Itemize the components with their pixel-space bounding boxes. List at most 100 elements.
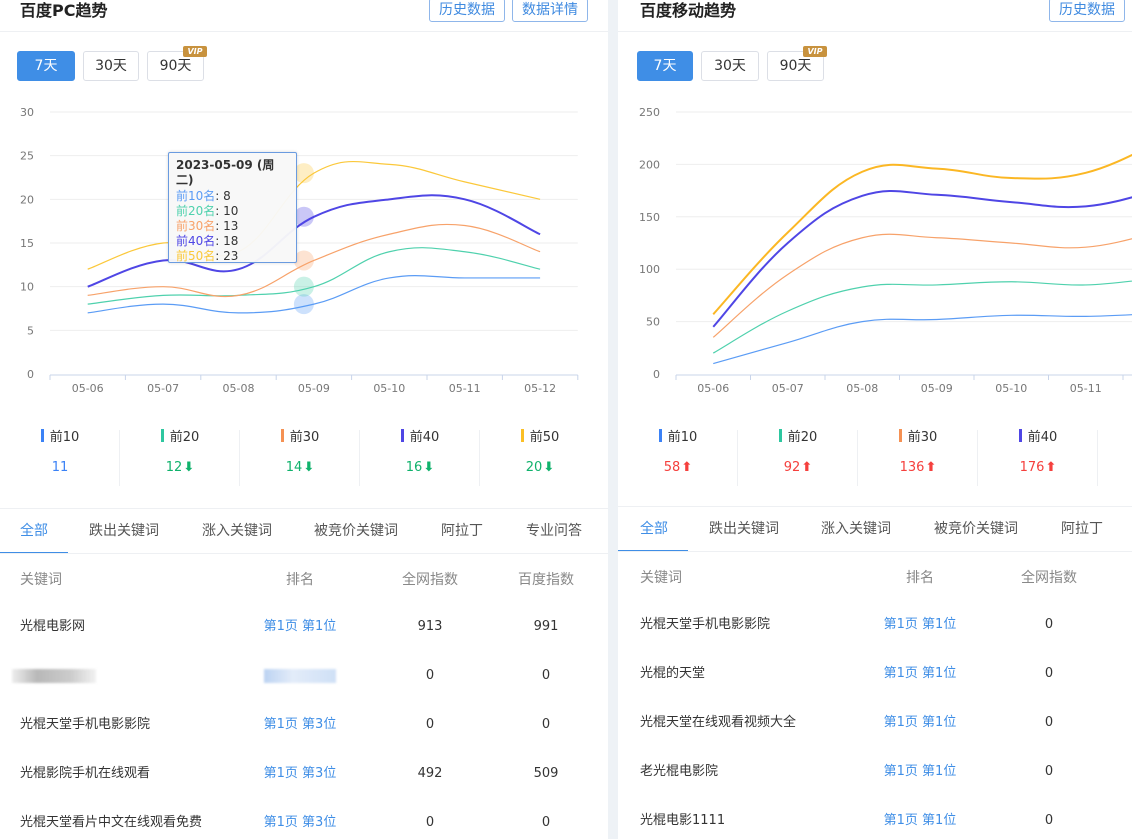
data-detail-button[interactable]: 数据详情 [512, 0, 588, 22]
total-index-cell: 0 [1044, 764, 1054, 779]
history-data-button[interactable]: 历史数据 [1049, 0, 1125, 22]
tooltip-item-label: 前10名 [176, 189, 216, 203]
baidu-index-cell: 0 [541, 815, 551, 830]
legend-color-bar [898, 429, 902, 442]
column-header: 关键词 [640, 570, 682, 586]
tab-0[interactable]: 全部 [640, 521, 668, 537]
range-30d-button[interactable]: 30天 [83, 51, 139, 81]
stat-前50: 前50 20⬇ [480, 428, 600, 484]
total-index-cell: 0 [1044, 715, 1054, 730]
column-header: 百度指数 [518, 572, 574, 588]
table-row[interactable]: 光棍天堂看片中文在线观看免费 第1页 第3位 0 0 [0, 813, 608, 833]
table-row[interactable]: 光棍影院手机在线观看 第1页 第3位 492 509 [0, 764, 608, 784]
keyword-cell: 光棍天堂在线观看视频大全 [640, 715, 797, 730]
total-index-cell: 0 [1044, 813, 1054, 828]
rank-link[interactable]: 第1页 第1位 [883, 764, 957, 779]
stat-value-text: 14 [285, 460, 303, 475]
y-tick-label: 50 [646, 316, 660, 329]
stat-value-text: 58 [663, 460, 681, 475]
x-tick-label: 05-09 [921, 382, 953, 395]
tab-2[interactable]: 涨入关键词 [202, 523, 272, 539]
stat-label: 前40 [360, 428, 480, 448]
divider [119, 430, 120, 486]
panel-title: 百度PC趋势 [20, 1, 108, 20]
tab-3[interactable]: 被竞价关键词 [934, 521, 1018, 537]
rank-link[interactable]: 第1页 第1位 [883, 666, 957, 681]
chart-tooltip: 2023-05-09 (周二) 前10名: 8 前20名: 10 前30名: 13 前… [168, 152, 297, 263]
tab-0[interactable]: 全部 [20, 523, 48, 539]
rank-link[interactable]: 第1页 第1位 [883, 715, 957, 730]
rank-link[interactable]: 第1页 第1位 [883, 617, 957, 632]
keyword-cell: 光棍电影网 [20, 619, 86, 634]
table-row[interactable]: 光棍天堂在线观看视频大全 第1页 第1位 0 [618, 713, 1132, 733]
divider [0, 508, 608, 509]
y-tick-label: 15 [20, 237, 34, 250]
rank-link[interactable]: 第1页 第3位 [263, 717, 337, 732]
range-90d-button[interactable]: 90天 VIP [767, 46, 827, 81]
mobile-trend-chart[interactable]: 0 50 100 150 200 250 05-06 05-07 05-08 05-09 05-10… [618, 90, 1132, 400]
range-30d-button[interactable]: 30天 [701, 51, 759, 81]
stat-value: 92⬆ [738, 458, 858, 478]
tab-3[interactable]: 被竞价关键词 [314, 523, 398, 539]
highlight-point [293, 206, 314, 227]
x-tick-label: 05-08 [223, 382, 255, 395]
x-tick-label: 05-06 [697, 382, 729, 395]
tooltip-item: 前30名: 13 [176, 219, 239, 233]
table-row[interactable]: 光棍天堂手机电影影院 第1页 第1位 0 [618, 615, 1132, 635]
stat-value-text: 20 [525, 460, 543, 475]
rank-link[interactable]: 第1页 第3位 [263, 815, 337, 830]
stat-value-text: 12 [165, 460, 183, 475]
divider [1097, 430, 1098, 486]
stat-value: 58⬆ [618, 458, 738, 478]
keyword-cell: 光棍影院手机在线观看 [20, 766, 151, 781]
divider [618, 31, 1132, 32]
table-row[interactable]: 光棍天堂手机电影影院 第1页 第3位 0 0 [0, 715, 608, 735]
stat-label-text: 前10 [49, 430, 80, 445]
column-header: 排名 [906, 570, 934, 586]
tab-1[interactable]: 跌出关键词 [709, 521, 779, 537]
range-7d-button[interactable]: 7天 [637, 51, 693, 81]
table-row[interactable]: 老光棍电影院 第1页 第1位 0 [618, 762, 1132, 782]
table-row[interactable]: 光棍的天堂 第1页 第1位 0 [618, 664, 1132, 684]
stat-label-text: 前10 [667, 430, 698, 445]
legend-color-bar [40, 429, 44, 442]
trend-down-icon: ⬇ [183, 460, 195, 475]
stat-value-text: 136 [899, 460, 925, 475]
legend-color-bar [160, 429, 164, 442]
x-tick-label: 05-07 [147, 382, 179, 395]
table-row[interactable]: 光棍电影网 第1页 第1位 913 991 [0, 617, 608, 637]
rank-link[interactable]: 第1页 第1位 [883, 813, 957, 828]
rank-link[interactable]: 第1页 第3位 [263, 766, 337, 781]
tab-1[interactable]: 跌出关键词 [89, 523, 159, 539]
legend-color-bar [1018, 429, 1022, 442]
baidu-index-cell: 0 [541, 717, 551, 732]
range-7d-button[interactable]: 7天 [17, 51, 75, 81]
tab-4[interactable]: 阿拉丁 [1061, 521, 1103, 537]
legend-color-bar [658, 429, 662, 442]
blurred-rank [264, 669, 336, 683]
table-row[interactable]: 光棍电影1111 第1页 第1位 0 [618, 811, 1132, 831]
tooltip-item-label: 前40名 [176, 234, 216, 248]
tooltip-item-value: 18 [223, 234, 239, 248]
tooltip-item-value: 8 [223, 189, 231, 203]
stat-前30: 前30 14⬇ [240, 428, 360, 486]
range-label: 90天 [159, 58, 192, 74]
stat-value: 16⬇ [360, 458, 480, 478]
tab-2[interactable]: 涨入关键词 [821, 521, 891, 537]
pc-trend-chart[interactable]: 0 5 10 15 20 25 30 05-06 05-07 05-08 05-09 05-10 05-… [0, 90, 608, 400]
keyword-cell: 老光棍电影院 [640, 764, 719, 779]
series-line-前50 [712, 153, 1132, 315]
tooltip-item: 前20名: 10 [176, 204, 239, 218]
history-data-button[interactable]: 历史数据 [429, 0, 505, 22]
rank-link[interactable]: 第1页 第1位 [263, 619, 337, 634]
range-90d-button[interactable]: 90天 VIP [147, 46, 207, 81]
tab-4[interactable]: 阿拉丁 [441, 523, 483, 539]
stat-value: 176⬆ [978, 458, 1098, 478]
tooltip-item-label: 前50名 [176, 249, 216, 263]
tab-5[interactable]: 专业问答 [526, 523, 582, 539]
stat-value: 12⬇ [120, 458, 240, 478]
tooltip-item: 前40名: 18 [176, 234, 239, 248]
keyword-cell: 光棍电影1111 [640, 813, 726, 828]
total-index-cell: 0 [425, 815, 435, 830]
